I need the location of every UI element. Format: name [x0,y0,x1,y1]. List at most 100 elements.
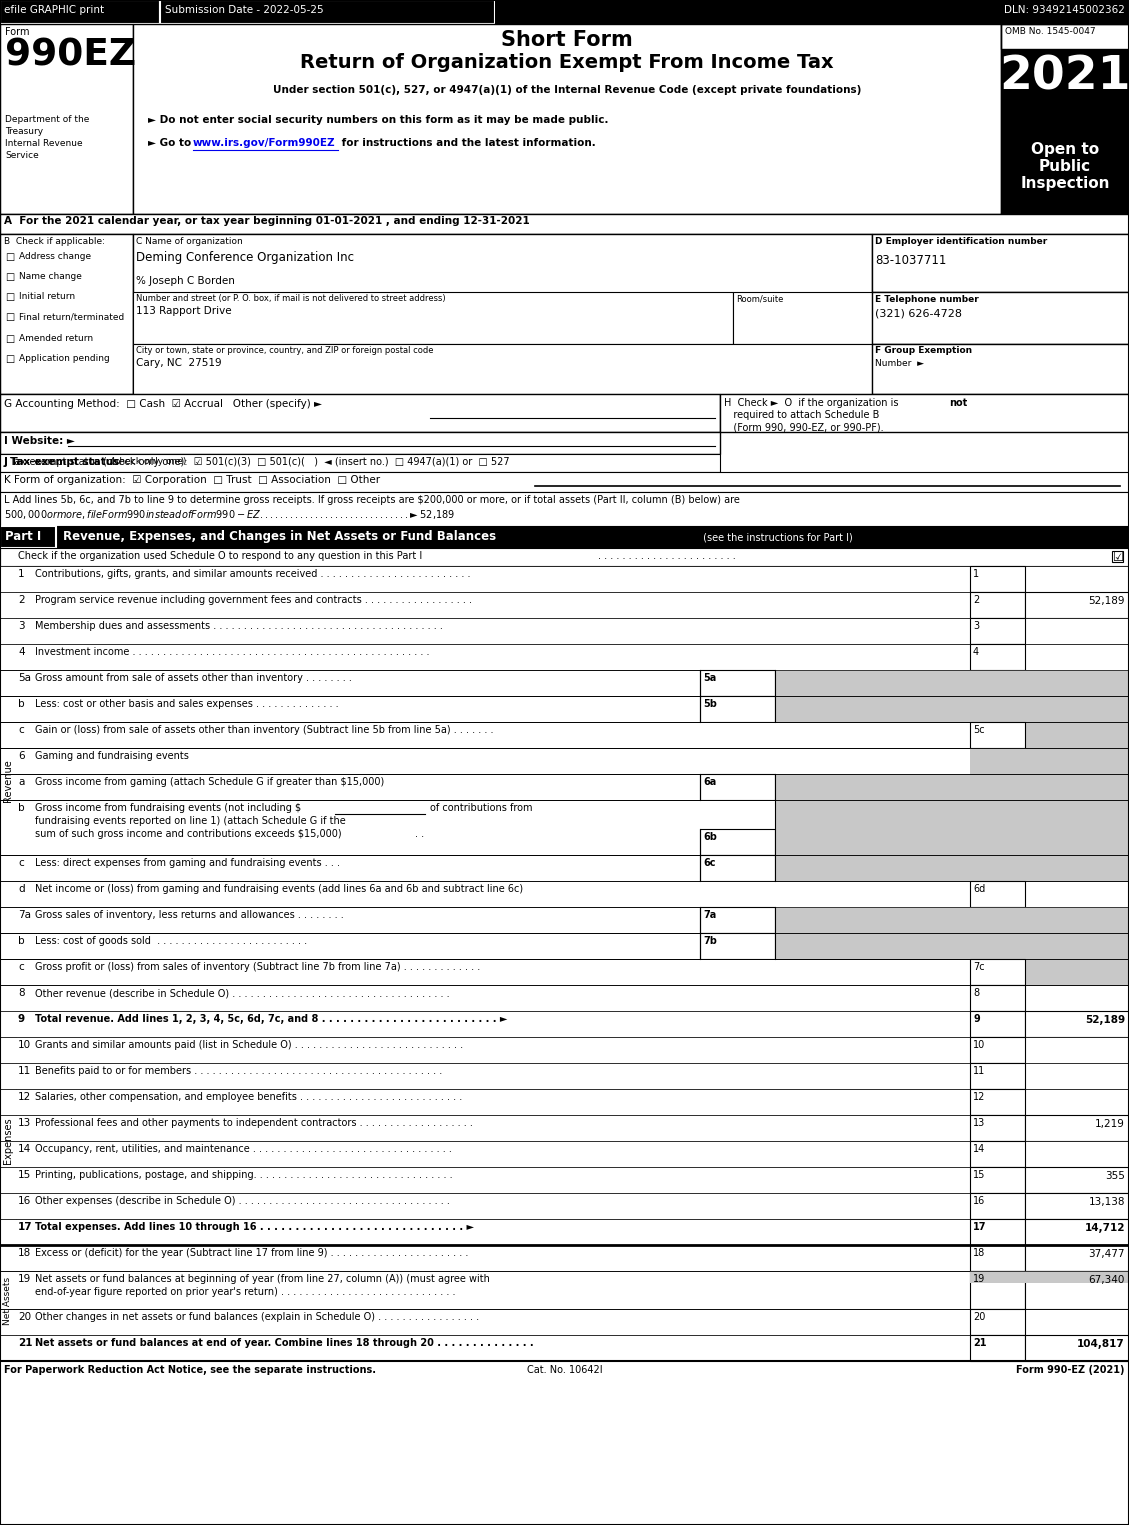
Bar [1025,1115,1129,1141]
Bar [1025,856,1129,881]
Text: 21: 21 [18,1337,33,1348]
Bar [1025,669,1129,695]
Text: Net assets or fund balances at beginning of year (from line 27, column (A)) (mus: Net assets or fund balances at beginning… [35,1273,490,1284]
Bar [970,907,1025,933]
Text: $500,000 or more, file Form 990 instead of Form 990-EZ . . . . . . . . . . . . .: $500,000 or more, file Form 990 instead … [5,508,455,522]
Bar [970,881,1025,907]
Bar [1001,49,1129,134]
Text: Other changes in net assets or fund balances (explain in Schedule O) . . . . . .: Other changes in net assets or fund bala… [35,1312,479,1322]
Bar [970,1308,1025,1334]
Text: www.irs.gov/Form990EZ: www.irs.gov/Form990EZ [193,137,335,148]
Text: c: c [18,859,24,868]
Text: b: b [18,804,25,813]
Text: 16: 16 [973,1196,986,1206]
Bar [970,775,1025,801]
Bar [0,214,1129,233]
Text: b: b [18,698,25,709]
Text: 3: 3 [973,621,979,631]
Text: 21: 21 [973,1337,987,1348]
Bar [0,801,1129,856]
Text: Net assets or fund balances at end of year. Combine lines 18 through 20 . . . . : Net assets or fund balances at end of ye… [35,1337,534,1348]
Bar [1025,933,1129,959]
Bar [774,695,970,721]
Text: Application pending: Application pending [19,354,110,363]
Text: 15: 15 [973,1170,986,1180]
Bar [0,721,1129,747]
Text: J Tax-exempt status: J Tax-exempt status [5,458,121,467]
Text: 6b: 6b [703,833,717,842]
Text: (see the instructions for Part I): (see the instructions for Part I) [700,534,852,543]
Text: for instructions and the latest information.: for instructions and the latest informat… [338,137,596,148]
Text: K Form of organization:  ☑ Corporation  □ Trust  □ Association  □ Other: K Form of organization: ☑ Corporation □ … [5,474,380,485]
Text: H  Check ►  O  if the organization is: H Check ► O if the organization is [724,398,902,409]
Bar [495,0,1129,24]
Bar [133,291,733,345]
Text: Gain or (loss) from sale of assets other than inventory (Subtract line 5b from l: Gain or (loss) from sale of assets other… [35,724,493,735]
Text: □: □ [5,252,15,262]
Bar [970,1270,1025,1308]
Bar [970,933,1025,959]
Bar [774,775,970,801]
Text: d: d [18,884,25,894]
Text: 6c: 6c [703,859,716,868]
Bar [700,695,774,721]
Text: Program service revenue including government fees and contracts . . . . . . . . : Program service revenue including govern… [35,595,472,605]
Bar [1025,592,1129,618]
Text: C Name of organization: C Name of organization [135,236,243,246]
Text: Form: Form [5,27,29,37]
Bar [774,933,970,959]
Bar [1025,775,1129,801]
Text: Check if the organization used Schedule O to respond to any question in this Par: Check if the organization used Schedule … [18,551,422,561]
Text: 19: 19 [973,1273,986,1284]
Text: fundraising events reported on line 1) (attach Schedule G if the: fundraising events reported on line 1) (… [35,816,345,827]
Text: 8: 8 [18,988,25,997]
Bar [133,233,872,393]
Text: Inspection: Inspection [1021,175,1110,191]
Bar [0,233,133,393]
Bar [0,1167,1129,1193]
Bar [970,695,1025,721]
Bar [133,345,872,393]
Bar [720,393,1129,432]
Text: Under section 501(c), 527, or 4947(a)(1) of the Internal Revenue Code (except pr: Under section 501(c), 527, or 4947(a)(1)… [273,85,861,95]
Bar [1025,907,1129,933]
Text: Gaming and fundraising events: Gaming and fundraising events [35,750,189,761]
Text: 6d: 6d [973,884,986,894]
Bar [0,644,1129,669]
Text: Public: Public [1039,159,1091,174]
Text: Excess or (deficit) for the year (Subtract line 17 from line 9) . . . . . . . . : Excess or (deficit) for the year (Subtra… [35,1247,469,1258]
Bar [970,1167,1025,1193]
Bar [970,959,1129,985]
Text: □: □ [5,354,15,364]
Bar [970,1037,1025,1063]
Text: □: □ [5,271,15,282]
Text: Internal Revenue: Internal Revenue [5,139,82,148]
Bar [0,907,1129,933]
Text: Gross income from fundraising events (not including $: Gross income from fundraising events (no… [35,804,301,813]
Text: □: □ [5,291,15,302]
Bar [970,721,1129,747]
Bar [0,856,1129,881]
Bar [970,1141,1025,1167]
Text: 20: 20 [973,1312,986,1322]
Text: 16: 16 [18,1196,32,1206]
Bar [872,233,1129,291]
Text: 9: 9 [973,1014,980,1023]
Text: 6a: 6a [703,778,716,787]
Text: (Form 990, 990-EZ, or 990-PF).: (Form 990, 990-EZ, or 990-PF). [724,422,884,432]
Bar [700,830,774,856]
Text: 7a: 7a [703,910,716,920]
Text: % Joseph C Borden: % Joseph C Borden [135,276,235,287]
Bar [970,985,1025,1011]
Text: 12: 12 [973,1092,986,1103]
Bar [970,1334,1025,1360]
Text: Benefits paid to or for members . . . . . . . . . . . . . . . . . . . . . . . . : Benefits paid to or for members . . . . … [35,1066,443,1077]
Text: . .: . . [415,830,425,839]
Text: Other revenue (describe in Schedule O) . . . . . . . . . . . . . . . . . . . . .: Other revenue (describe in Schedule O) .… [35,988,449,997]
Bar [0,881,1129,907]
Text: 19: 19 [18,1273,32,1284]
Bar [0,1037,1129,1063]
Bar [0,526,56,547]
Bar [774,856,970,881]
Text: . . . . . . . . . . . . . . . . . . . . . . .: . . . . . . . . . . . . . . . . . . . . … [598,551,736,561]
